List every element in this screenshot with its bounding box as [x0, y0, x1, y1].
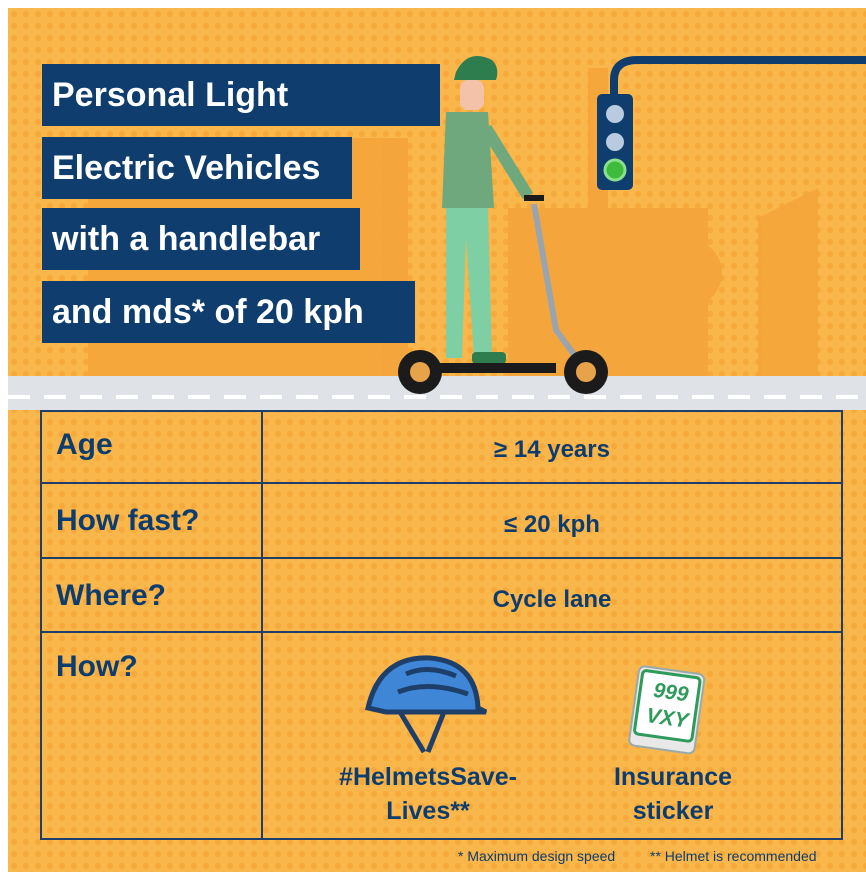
plate: 999 VXY [635, 676, 704, 736]
row-label: Where? [56, 579, 166, 613]
row-label: How? [56, 650, 138, 684]
row-value: Cycle lane [262, 586, 842, 614]
row-label: Age [56, 428, 113, 462]
footnote: ** Helmet is recommended [650, 848, 817, 864]
caption: Insurance sticker [568, 760, 778, 828]
caption-line: Insurance [568, 760, 778, 794]
infographic: Personal Light Electric Vehicles with a … [8, 8, 866, 872]
row-label: How fast? [56, 504, 199, 538]
caption-line: #HelmetsSave- [308, 760, 548, 794]
footnote: * Maximum design speed [458, 848, 615, 864]
title-line: Electric Vehicles [42, 137, 352, 199]
caption: #HelmetsSave- Lives** [308, 760, 548, 828]
title-line: Personal Light [42, 64, 440, 126]
page: Personal Light Electric Vehicles with a … [0, 0, 866, 872]
title-line: and mds* of 20 kph [42, 281, 415, 343]
row-value: ≤ 20 kph [262, 511, 842, 539]
row-value: ≥ 14 years [262, 436, 842, 464]
title-line: with a handlebar [42, 208, 360, 270]
caption-line: Lives** [308, 794, 548, 828]
caption-line: sticker [568, 794, 778, 828]
